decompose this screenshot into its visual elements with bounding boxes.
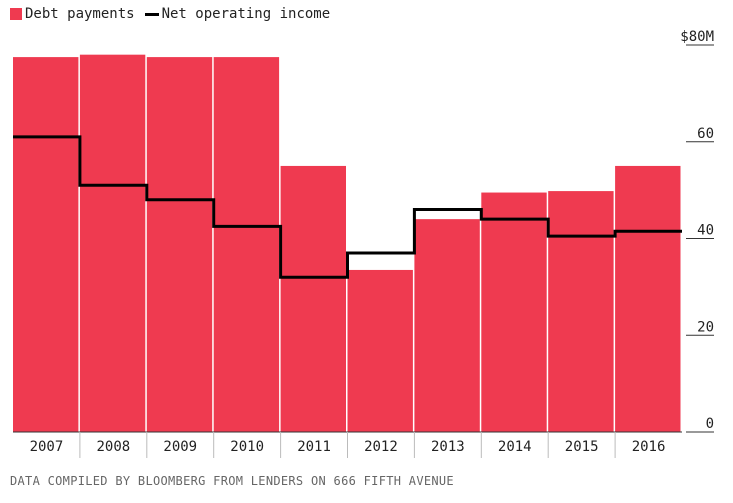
x-tick-label-2014: 2014 xyxy=(498,439,532,455)
bar-2014 xyxy=(481,192,547,432)
source-note: DATA COMPILED BY BLOOMBERG FROM LENDERS … xyxy=(10,474,454,488)
bar-2012 xyxy=(347,269,413,432)
x-tick-label-2016: 2016 xyxy=(632,439,666,455)
y-tick-label-40: 40 xyxy=(697,223,714,239)
x-tick-label-2015: 2015 xyxy=(565,439,599,455)
legend-item-debt-payments: Debt payments xyxy=(10,6,135,22)
x-tick-label-2009: 2009 xyxy=(163,439,197,455)
x-tick-label-2011: 2011 xyxy=(297,439,331,455)
line-net-operating-income xyxy=(13,135,682,279)
bar-2011 xyxy=(280,165,346,432)
legend-swatch-line xyxy=(144,12,159,16)
bar-2008 xyxy=(79,54,146,433)
legend-label-debt-payments: Debt payments xyxy=(25,6,135,22)
bar-2010 xyxy=(213,57,280,432)
x-tick-label-2013: 2013 xyxy=(431,439,465,455)
bar-2015 xyxy=(548,191,614,432)
bar-2013 xyxy=(414,219,480,432)
chart-plot: 0 20 40 60 $80M 2007 2008 2009 2010 2011 2012 2013 2… xyxy=(13,29,714,458)
bar-2007 xyxy=(13,57,79,432)
y-tick-label-20: 20 xyxy=(697,319,714,335)
y-tick-label-80: $80M xyxy=(680,29,714,45)
legend-label-net-operating-income: Net operating income xyxy=(161,6,331,22)
x-tick-label-2007: 2007 xyxy=(30,439,64,455)
bar-2016 xyxy=(615,165,681,432)
legend-item-net-operating-income: Net operating income xyxy=(144,6,331,22)
legend: Debt payments Net operating income xyxy=(10,6,340,22)
legend-swatch-bar xyxy=(10,8,22,20)
x-tick-label-2012: 2012 xyxy=(364,439,398,455)
x-tick-label-2010: 2010 xyxy=(230,439,264,455)
y-tick-label-0: 0 xyxy=(706,416,714,432)
bar-2009 xyxy=(146,57,213,432)
y-tick-label-60: 60 xyxy=(697,126,714,142)
x-tick-label-2008: 2008 xyxy=(96,439,130,455)
